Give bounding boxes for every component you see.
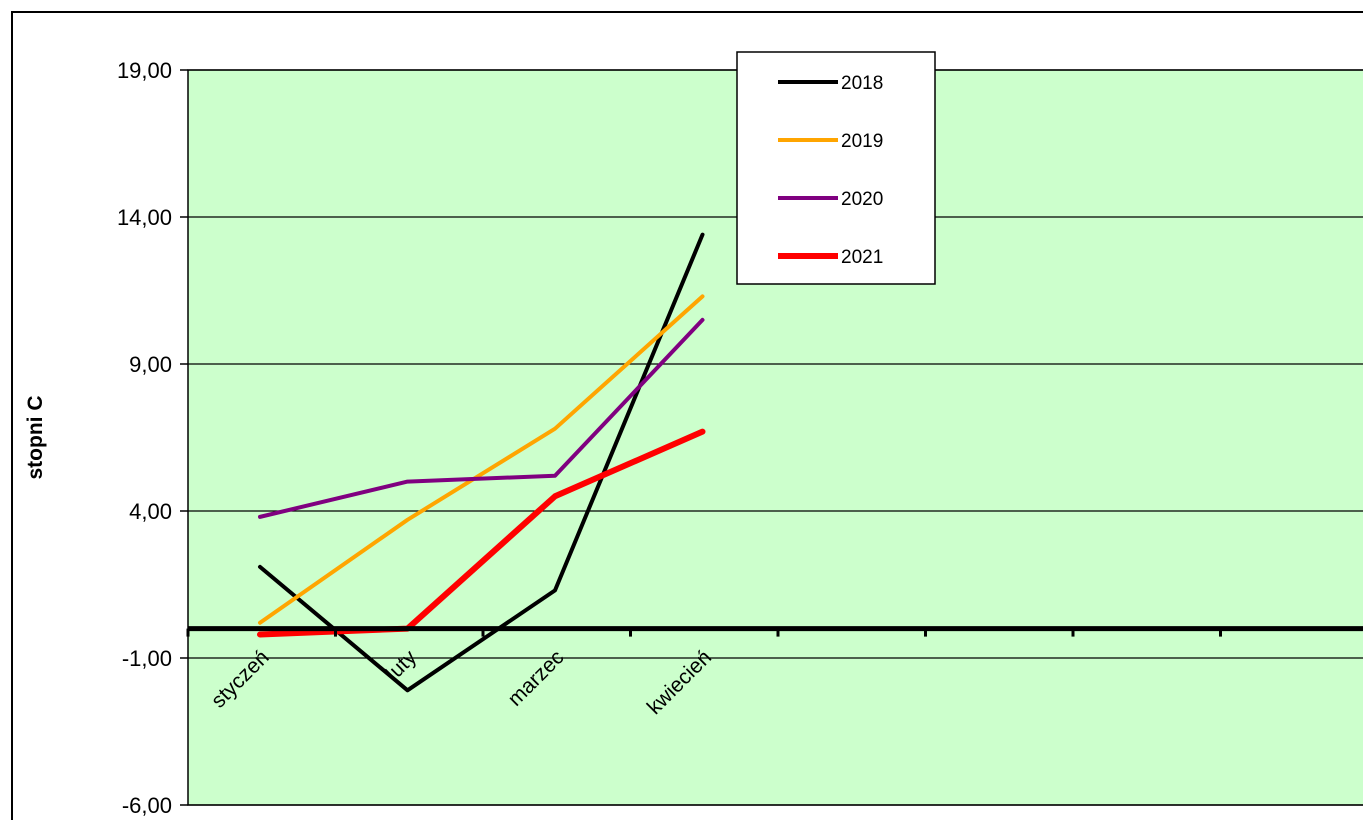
legend-label-2020: 2020 — [841, 189, 883, 210]
series-line-2019 — [258, 294, 705, 625]
x-axis — [186, 626, 1363, 637]
legend-box — [736, 51, 936, 285]
legend-label-2019: 2019 — [841, 131, 883, 152]
y-tick-label: 9,00 — [129, 352, 172, 377]
y-tick-label: -6,00 — [122, 793, 172, 818]
legend-label-2021: 2021 — [841, 247, 883, 268]
y-tick-label: 14,00 — [117, 205, 172, 230]
series-line-2021 — [257, 428, 706, 638]
y-axis-ticks: 19,00 14,00 9,00 4,00 -1,00 -6,00 — [117, 58, 188, 818]
gridlines — [188, 69, 1363, 806]
y-tick-label: 19,00 — [117, 58, 172, 83]
legend-label-2018: 2018 — [841, 73, 883, 94]
y-tick-label: -1,00 — [122, 646, 172, 671]
y-axis-title: stopni C — [24, 396, 47, 480]
legend: 2018 2019 2020 2021 — [736, 51, 936, 285]
series-line-2020 — [258, 317, 705, 519]
y-tick-label: 4,00 — [129, 499, 172, 524]
